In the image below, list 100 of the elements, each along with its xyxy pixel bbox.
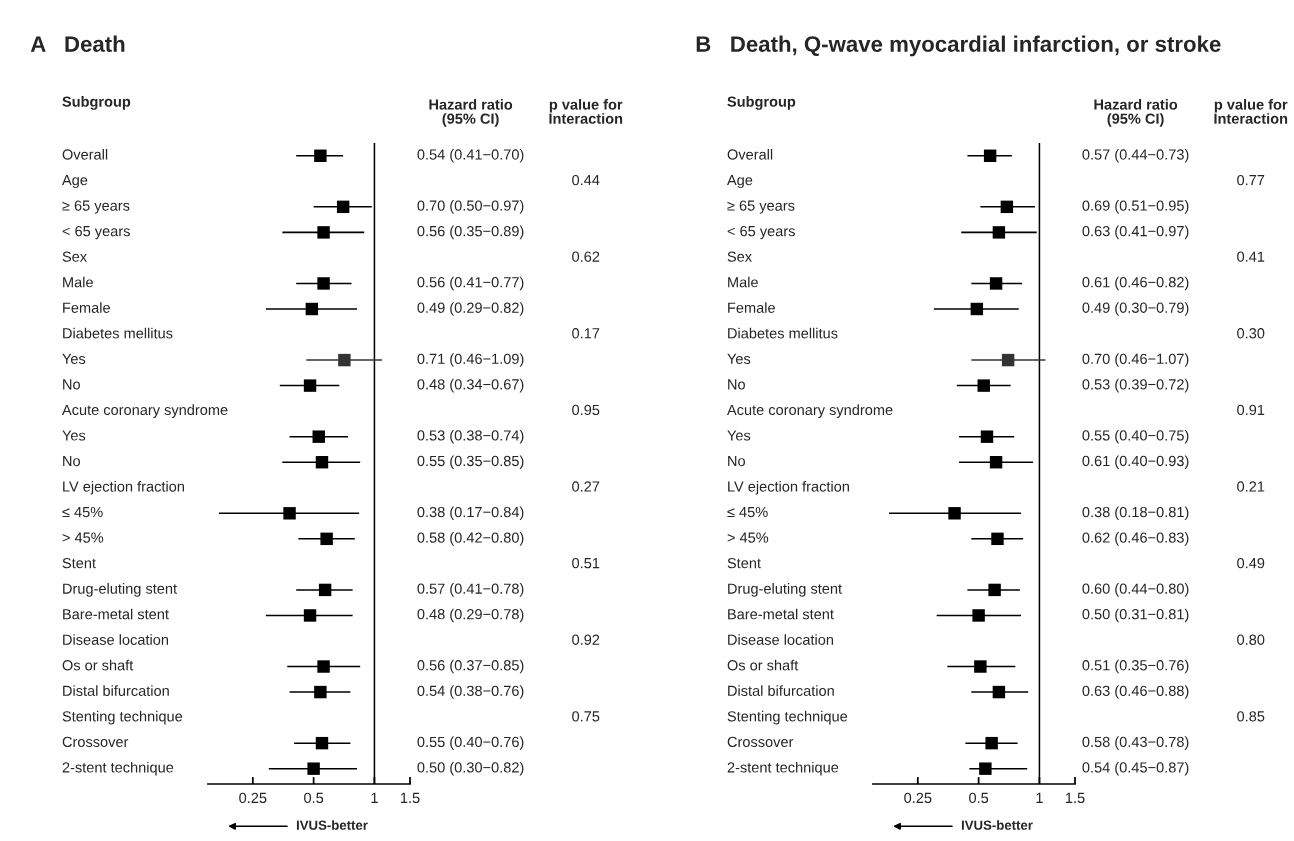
x-tick-label: 0.5 [969, 792, 989, 804]
y-tick-label: Diabetes mellitus [728, 327, 838, 339]
text: Hazard ratio (95% CI) [429, 99, 513, 127]
y-tick-label: No [63, 379, 80, 390]
data-label: 0.54 (0.45−0.87) [1082, 761, 1189, 776]
data-label: 0.49 (0.30−0.79) [1082, 302, 1189, 316]
y-tick-label: Distal bifurcation [728, 685, 834, 696]
text: Subgroup [62, 96, 131, 110]
x-tick-label: 1.5 [1065, 792, 1085, 804]
x-tick-label: 0.25 [904, 792, 932, 804]
text: Hazard ratio (95% CI) [1094, 99, 1178, 127]
y-tick-label: Disease location [63, 634, 169, 645]
y-tick-label: Distal bifurcation [63, 685, 169, 696]
text: 0.80 [1237, 634, 1265, 645]
y-tick-label: Drug-eluting stent [728, 583, 842, 597]
y-tick-label: Disease location [728, 634, 834, 645]
data-label: 0.58 (0.42−0.80) [417, 532, 524, 546]
text: 0.91 [1237, 404, 1265, 416]
y-tick-label: > 45% [62, 532, 104, 543]
data-label: 0.63 (0.41−0.97) [1082, 225, 1189, 240]
y-tick-label: Yes [727, 353, 751, 364]
y-tick-label: Overall [727, 148, 773, 160]
text: 0.92 [572, 634, 600, 645]
y-tick-label: ≤ 45% [62, 506, 103, 518]
y-tick-label: Os or shaft [727, 659, 799, 671]
y-tick-label: Acute coronary syndrome [726, 404, 893, 418]
data-label: 0.38 (0.18−0.81) [1082, 506, 1189, 521]
y-tick-label: Bare-metal stent [63, 608, 169, 620]
y-tick-label: ≤ 45% [727, 506, 768, 518]
y-tick-label: Overall [62, 148, 108, 160]
y-tick-label: No [728, 455, 745, 467]
y-tick-label: Acute coronary syndrome [61, 404, 228, 418]
data-label: 0.71 (0.46−1.09) [417, 353, 524, 367]
data-label: 0.56 (0.35−0.89) [417, 225, 524, 240]
y-tick-label: Diabetes mellitus [63, 327, 173, 339]
data-label: 0.50 (0.31−0.81) [1082, 608, 1189, 623]
y-tick-label: > 45% [727, 532, 769, 543]
y-tick-label: Sex [727, 251, 752, 262]
y-tick-label: No [63, 455, 80, 467]
text: 0.21 [1237, 481, 1265, 492]
text: 0.95 [572, 404, 600, 416]
y-tick-label: Drug-eluting stent [63, 583, 177, 597]
x-tick-label: 0.25 [239, 792, 267, 804]
text: 0.62 [572, 251, 600, 262]
data-label: 0.60 (0.44−0.80) [1082, 583, 1189, 597]
y-tick-label: Bare-metal stent [728, 608, 834, 620]
x-tick-label: 1 [371, 792, 378, 803]
y-tick-label: < 65 years [727, 225, 795, 240]
text: 0.75 [572, 711, 600, 722]
data-label: 0.61 (0.40−0.93) [1082, 455, 1189, 470]
text: p value for Interaction [1214, 99, 1288, 124]
y-tick-label: 2-stent technique [727, 761, 839, 776]
y-tick-label: ≥ 65 years [62, 200, 130, 214]
y-tick-label: Sex [62, 251, 87, 262]
y-tick-label: Crossover [62, 736, 129, 748]
x-tick-label: 0.5 [304, 792, 324, 804]
data-label: 0.55 (0.40−0.76) [417, 736, 524, 750]
text: IVUS-better [296, 820, 368, 830]
text: 0.49 [1237, 557, 1265, 569]
y-tick-label: Age [726, 175, 753, 189]
chart-title: B Death, Q-wave myocardial infarction, or stroke [696, 35, 1221, 57]
data-label: 0.56 (0.37−0.85) [417, 659, 524, 674]
data-label: 0.48 (0.34−0.67) [417, 378, 524, 393]
y-tick-label: Stenting technique [727, 710, 848, 725]
data-label: 0.53 (0.38−0.74) [417, 429, 524, 444]
y-tick-label: Female [728, 302, 775, 313]
data-label: 0.57 (0.41−0.78) [417, 583, 524, 597]
text: 0.27 [572, 481, 600, 492]
text: 0.51 [572, 557, 600, 569]
data-label: 0.70 (0.46−1.07) [1082, 353, 1189, 367]
data-label: 0.56 (0.41−0.77) [417, 276, 524, 291]
data-label: 0.38 (0.17−0.84) [417, 506, 524, 521]
y-tick-label: Stenting technique [62, 710, 183, 725]
text: 0.85 [1237, 711, 1265, 722]
y-tick-label: Male [63, 276, 93, 288]
y-tick-label: Yes [727, 430, 751, 441]
y-tick-label: Stent [727, 557, 761, 569]
text: p value for Interaction [549, 99, 623, 124]
y-tick-label: 2-stent technique [62, 761, 174, 776]
data-label: 0.63 (0.46−0.88) [1082, 685, 1189, 699]
text: 0.77 [1237, 174, 1265, 186]
data-label: 0.48 (0.29−0.78) [417, 608, 524, 623]
y-tick-label: < 65 years [62, 225, 130, 240]
y-tick-label: No [728, 379, 745, 390]
y-tick-label: Os or shaft [62, 659, 134, 671]
y-tick-label: Yes [62, 353, 86, 364]
y-tick-label: Crossover [727, 736, 794, 748]
y-tick-label: LV ejection fraction [63, 480, 184, 495]
data-label: 0.51 (0.35−0.76) [1082, 659, 1189, 674]
x-tick-label: 1.5 [400, 792, 420, 804]
data-label: 0.54 (0.41−0.70) [417, 148, 524, 163]
text: 0.30 [1237, 328, 1265, 339]
text: 0.17 [572, 328, 600, 339]
data-label: 0.69 (0.51−0.95) [1082, 200, 1189, 214]
data-label: 0.57 (0.44−0.73) [1082, 148, 1189, 163]
y-tick-label: LV ejection fraction [728, 480, 849, 495]
data-label: 0.50 (0.30−0.82) [417, 761, 524, 776]
text: Subgroup [727, 96, 796, 110]
text: 0.41 [1237, 251, 1265, 262]
x-tick-label: 1 [1036, 792, 1043, 803]
